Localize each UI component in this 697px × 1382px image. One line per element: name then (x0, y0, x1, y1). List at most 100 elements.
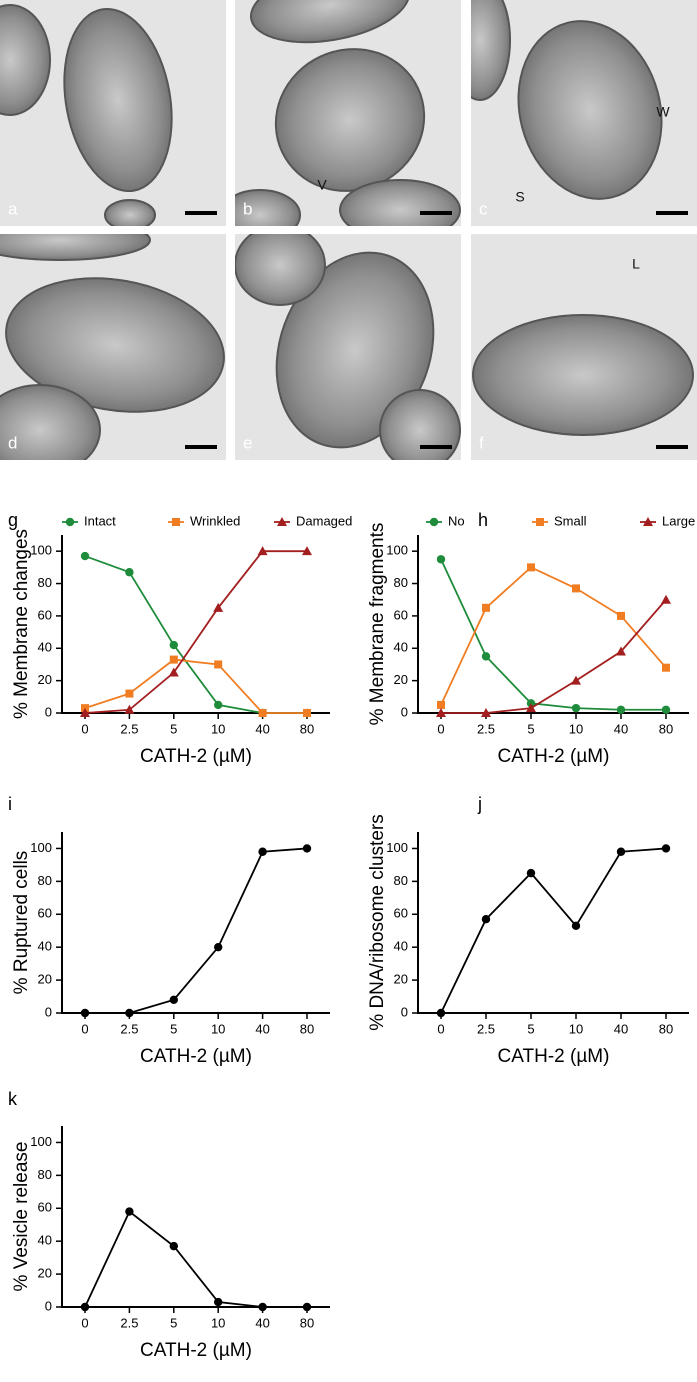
cell (517, 20, 663, 200)
marker (80, 1008, 90, 1018)
x-tick-label: 10 (211, 721, 225, 736)
y-tick-label: 60 (38, 607, 52, 622)
marker (481, 915, 491, 924)
x-tick-label: 0 (437, 721, 444, 736)
y-axis-label: % Ruptured cells (11, 851, 32, 995)
series-line (85, 847, 308, 1014)
series-line (440, 566, 667, 706)
annotation: L (632, 256, 640, 272)
x-tick-label: 2.5 (120, 721, 138, 736)
marker (303, 709, 311, 717)
x-tick-label: 2.5 (477, 1021, 495, 1036)
y-tick-label: 20 (394, 672, 408, 687)
scale-bar (185, 211, 217, 215)
chart: h 0 20 40 60 80 100 0 2.5 5 10 40 80 CATH-2 (µM) % Mem… (367, 510, 695, 767)
x-tick-label: 0 (81, 1315, 88, 1330)
marker (172, 518, 180, 526)
series-line (440, 847, 667, 1014)
cell (235, 189, 301, 226)
scale-bar (420, 445, 452, 449)
marker (436, 708, 446, 717)
marker (302, 844, 312, 853)
x-tick-label: 80 (659, 721, 673, 736)
marker (526, 868, 536, 878)
legend-label: Damaged (296, 513, 352, 528)
x-tick-label: 2.5 (120, 1315, 138, 1330)
y-tick-label: 0 (45, 1004, 52, 1019)
y-tick-label: 100 (386, 840, 408, 855)
series-line (84, 1210, 307, 1308)
marker (436, 1008, 446, 1018)
marker (214, 660, 223, 669)
marker (616, 847, 626, 856)
y-tick-label: 100 (30, 1134, 52, 1149)
annotation: W (656, 104, 670, 120)
marker (169, 995, 178, 1005)
x-tick-label: 10 (569, 721, 583, 736)
cell (472, 314, 694, 436)
y-tick-label: 60 (394, 607, 408, 622)
scale-bar (656, 445, 688, 449)
marker (437, 700, 445, 709)
marker (571, 921, 581, 930)
cells (235, 234, 461, 460)
x-axis-label: CATH-2 (µM) (140, 1046, 252, 1067)
marker (277, 517, 287, 526)
series-line (441, 599, 667, 714)
y-tick-label: 40 (38, 640, 52, 655)
marker (482, 603, 490, 612)
x-tick-label: 2.5 (477, 721, 495, 736)
x-axis-label: CATH-2 (µM) (498, 746, 610, 767)
cell (104, 199, 156, 226)
scale-bar (656, 211, 688, 215)
panel-label: c (479, 199, 488, 218)
marker (302, 1302, 312, 1312)
scale-bar (420, 211, 452, 215)
series-line (440, 558, 666, 711)
marker (429, 517, 439, 527)
x-tick-label: 5 (170, 721, 177, 736)
series-line (84, 555, 307, 714)
y-tick-label: 40 (394, 640, 408, 655)
panel-label: f (479, 433, 484, 452)
y-tick-label: 80 (38, 575, 52, 590)
y-tick-label: 0 (401, 704, 408, 719)
y-tick-label: 20 (38, 972, 52, 987)
marker (571, 703, 581, 713)
x-tick-label: 2.5 (120, 1021, 138, 1036)
x-tick-label: 5 (527, 1021, 534, 1036)
x-tick-label: 5 (170, 1021, 177, 1036)
marker (536, 518, 544, 526)
panel-letter: i (8, 794, 12, 814)
legend-label: Large (662, 513, 695, 528)
marker (214, 700, 223, 710)
annotation: S (515, 189, 524, 205)
y-axis-label: % Vesicle release (11, 1142, 32, 1292)
x-tick-label: 0 (81, 1021, 88, 1036)
x-tick-label: 10 (211, 1021, 225, 1036)
cell (235, 234, 326, 306)
marker (257, 546, 268, 556)
annotation: V (317, 177, 327, 193)
x-axis-label: CATH-2 (µM) (140, 1340, 252, 1361)
marker (481, 708, 491, 717)
marker (258, 847, 267, 856)
marker (80, 708, 90, 717)
cells (471, 0, 663, 200)
legend-label: Intact (84, 513, 116, 528)
cells (0, 4, 173, 226)
y-tick-label: 80 (394, 575, 408, 590)
x-tick-label: 0 (81, 721, 88, 736)
marker (481, 652, 491, 661)
y-tick-label: 20 (38, 1266, 52, 1281)
x-tick-label: 10 (211, 1315, 225, 1330)
marker (169, 1241, 178, 1251)
cell (0, 234, 151, 261)
marker (214, 942, 223, 952)
y-tick-label: 20 (394, 972, 408, 987)
panel-label: d (8, 433, 17, 452)
y-axis-label: % DNA/ribosome clusters (367, 814, 388, 1030)
y-tick-label: 0 (45, 704, 52, 719)
marker (125, 689, 134, 698)
